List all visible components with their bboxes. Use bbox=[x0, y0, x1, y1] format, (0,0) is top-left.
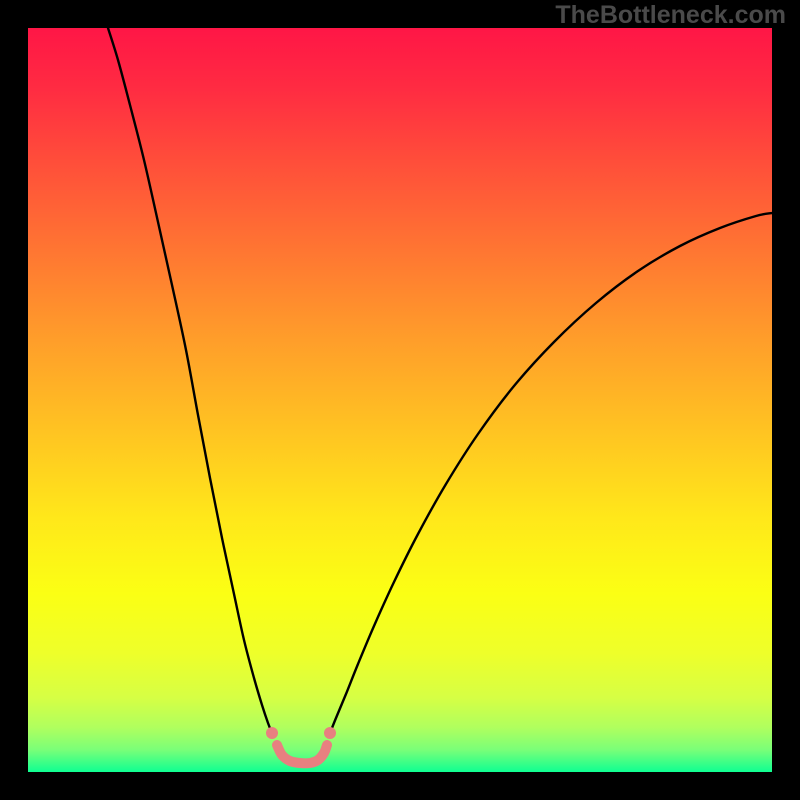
watermark-text: TheBottleneck.com bbox=[555, 0, 786, 30]
trough-marker bbox=[266, 727, 278, 739]
trough-marker bbox=[324, 727, 336, 739]
bottleneck-chart bbox=[0, 0, 800, 800]
